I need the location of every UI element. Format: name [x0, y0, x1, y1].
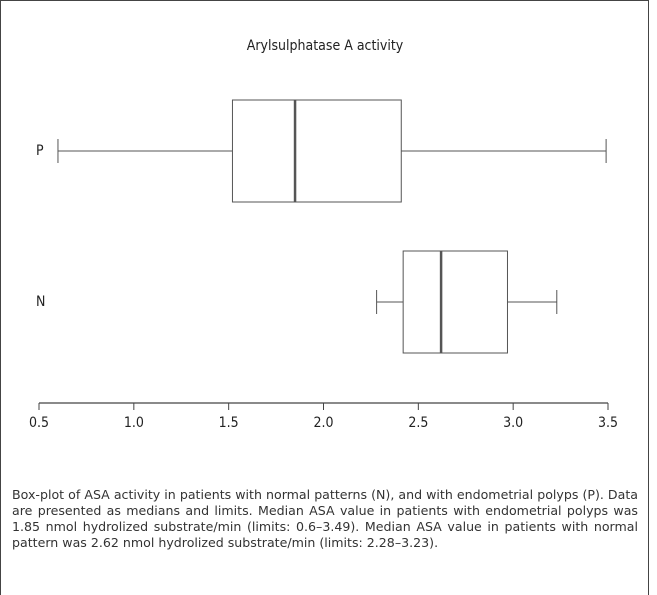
x-tick-label: 3.5 — [598, 415, 618, 431]
y-tick-label: N — [36, 294, 45, 310]
x-tick-label: 3.0 — [503, 415, 523, 431]
box — [402, 250, 508, 354]
caption: Box-plot of ASA activity in patients wit… — [12, 487, 638, 550]
box — [231, 99, 402, 203]
x-tick-label: 2.5 — [408, 415, 428, 431]
y-tick-label: P — [36, 143, 44, 159]
x-tick-label: 1.5 — [219, 415, 239, 431]
chart-title: Arylsulphatase A activity — [247, 38, 404, 54]
x-tick-label: 0.5 — [29, 415, 49, 431]
x-tick-label: 1.0 — [124, 415, 144, 431]
x-tick-label: 2.0 — [313, 415, 333, 431]
chart: Arylsulphatase A activity 0.5 1.0 1.5 2.0 2.… — [29, 38, 618, 431]
